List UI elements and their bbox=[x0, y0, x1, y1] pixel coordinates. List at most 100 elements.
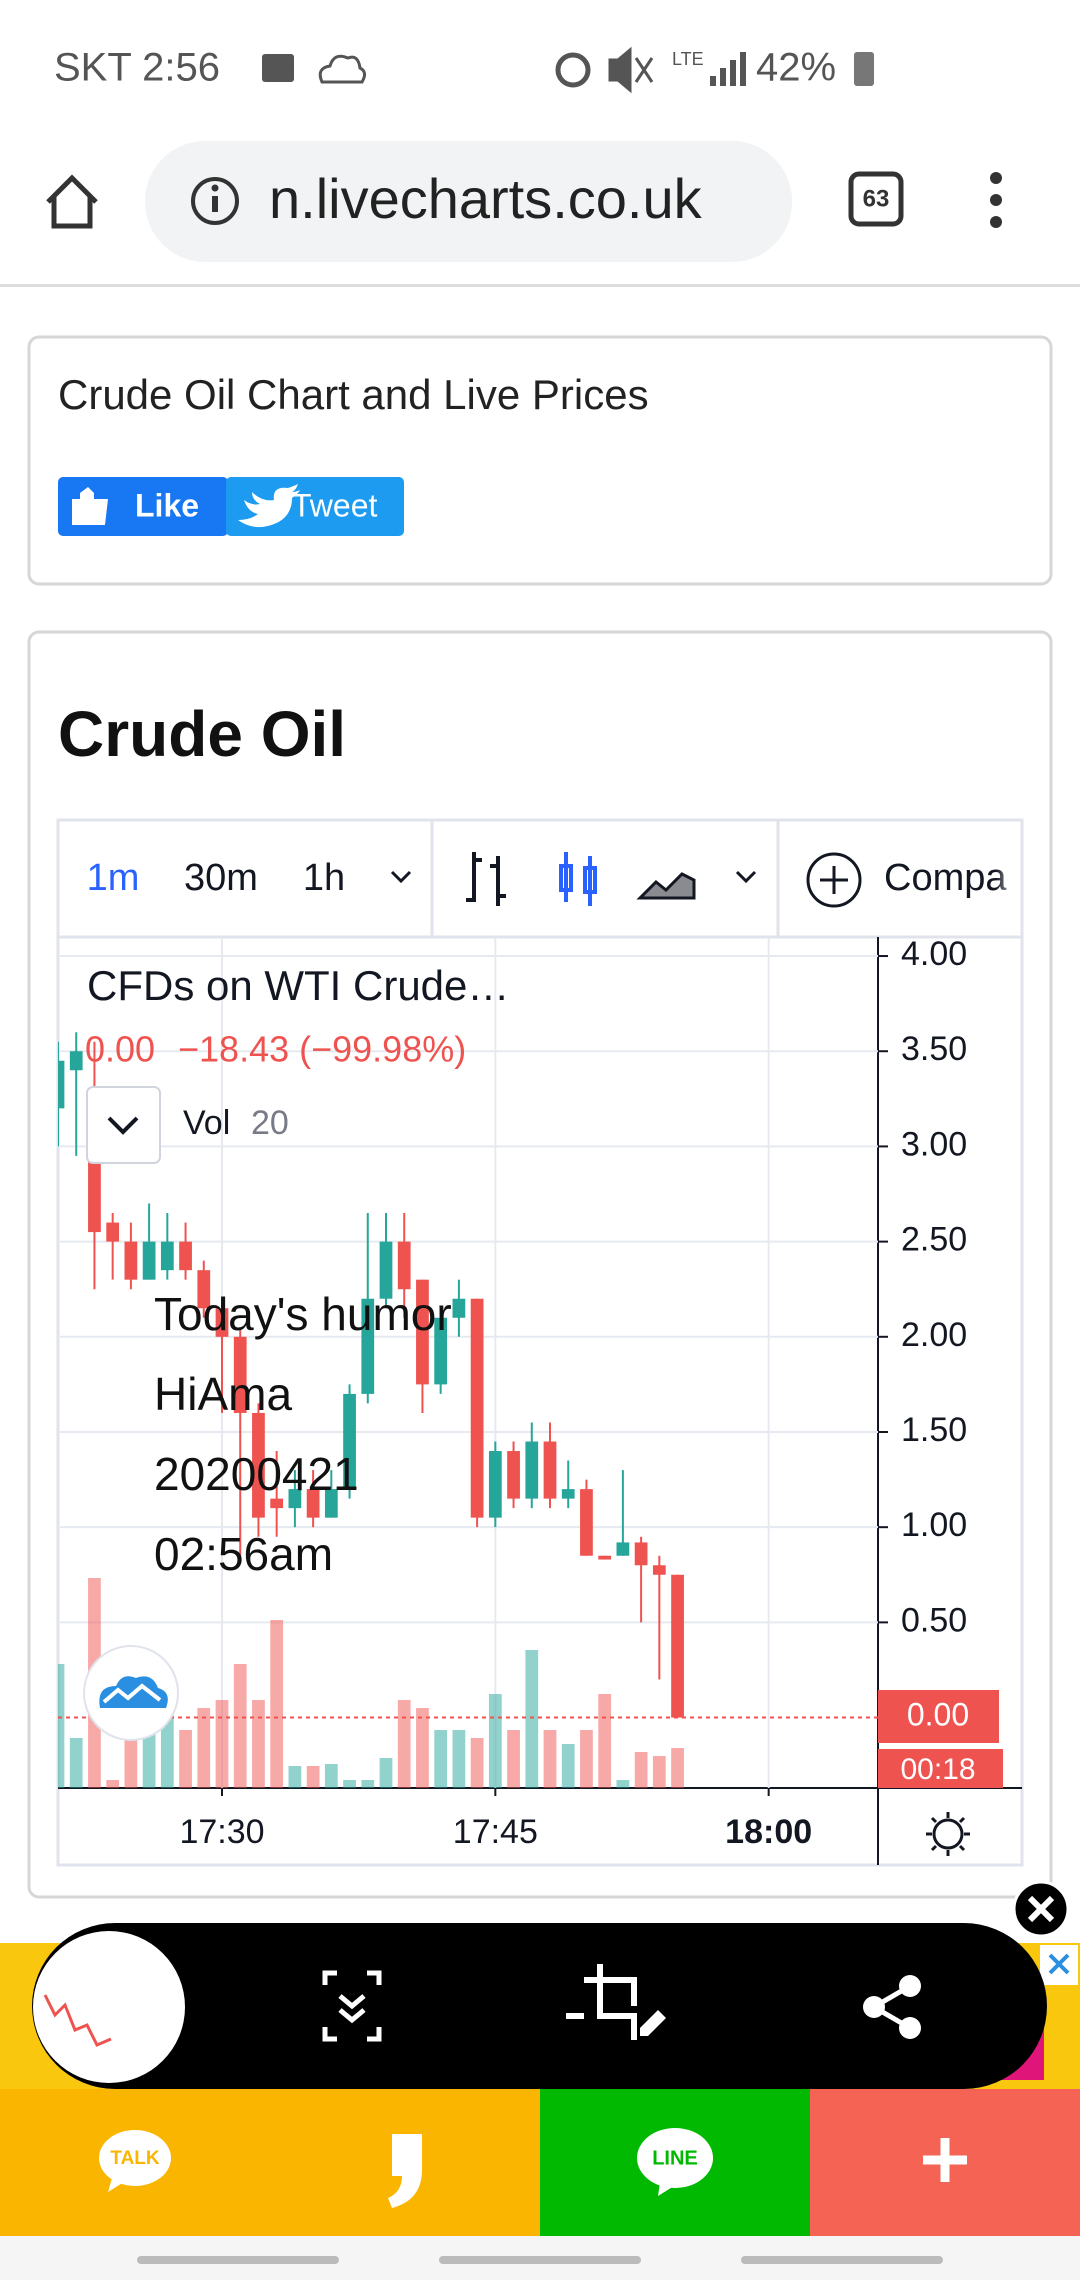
x-tick-label: 18:00 bbox=[725, 1813, 812, 1851]
volume-bar bbox=[179, 1730, 192, 1788]
chart-widget bbox=[56, 818, 1024, 1867]
interval-button[interactable]: 1h bbox=[303, 857, 345, 899]
home-button[interactable] bbox=[46, 174, 98, 229]
weather-icon bbox=[318, 54, 367, 84]
candle-style-button[interactable] bbox=[559, 852, 597, 906]
volume-bar bbox=[124, 1730, 138, 1788]
candle-body bbox=[616, 1542, 630, 1556]
network-type: LTE bbox=[672, 49, 704, 69]
candle-body bbox=[69, 1051, 83, 1071]
candle-body bbox=[507, 1451, 520, 1499]
gallery-icon bbox=[262, 54, 294, 82]
url-text[interactable]: n.livecharts.co.uk bbox=[269, 167, 703, 230]
url-bar[interactable] bbox=[145, 141, 792, 262]
candle-body bbox=[598, 1555, 612, 1560]
header-card: Crude Oil Chart and Live Prices Like Twe… bbox=[27, 335, 1053, 586]
y-tick-label: 3.50 bbox=[901, 1030, 967, 1068]
y-tick-label: 2.00 bbox=[901, 1316, 967, 1354]
candle-body bbox=[452, 1298, 466, 1318]
volume-bar bbox=[69, 1738, 83, 1788]
candle-body bbox=[324, 1489, 338, 1518]
candle-body bbox=[215, 1308, 229, 1337]
bars-style-button[interactable] bbox=[466, 852, 506, 906]
interval-dropdown[interactable] bbox=[390, 870, 412, 884]
volume-bar bbox=[343, 1780, 356, 1788]
countdown-text: 00:18 bbox=[900, 1753, 975, 1786]
price-badge-text: 0.00 bbox=[907, 1696, 969, 1732]
volume-bar bbox=[252, 1700, 265, 1788]
volume-bar bbox=[671, 1748, 684, 1788]
candle-body bbox=[470, 1298, 484, 1518]
volume-bar bbox=[470, 1738, 484, 1788]
candle-body bbox=[252, 1412, 265, 1518]
talk-label: TALK bbox=[110, 2148, 160, 2169]
interval-button[interactable]: 1m bbox=[87, 857, 140, 899]
volume-value: 20 bbox=[251, 1104, 289, 1142]
carrier-time: SKT 2:56 bbox=[54, 46, 220, 90]
ad-close[interactable] bbox=[1048, 1953, 1070, 1975]
candle-body bbox=[288, 1489, 302, 1509]
tabs-button[interactable] bbox=[848, 171, 904, 227]
edit-button[interactable] bbox=[566, 1964, 637, 2040]
candle-body bbox=[561, 1489, 575, 1499]
menu-button[interactable] bbox=[990, 172, 1002, 228]
volume-bar bbox=[160, 1708, 174, 1788]
volume-bar bbox=[452, 1730, 466, 1788]
axes: 0.50 1.00 1.50 2.00 2.50 3.00 3.50 4.00 17:30 17:… bbox=[179, 935, 967, 1851]
scroll-capture-button[interactable] bbox=[322, 1970, 382, 2042]
volume-bar bbox=[324, 1764, 338, 1788]
info-icon[interactable] bbox=[191, 177, 239, 225]
nav-bar bbox=[0, 2236, 1080, 2280]
volume-bar bbox=[525, 1650, 539, 1788]
volume-bar bbox=[397, 1700, 411, 1788]
candle-body bbox=[233, 1336, 247, 1413]
volume-bar bbox=[416, 1708, 429, 1788]
volume-bar bbox=[361, 1780, 375, 1788]
legend-toggle[interactable] bbox=[86, 1086, 161, 1164]
watermark-line: Today's humor bbox=[154, 1288, 452, 1340]
legend-last: 0.00 bbox=[85, 1029, 155, 1070]
share-bar: TALK LINE bbox=[0, 2089, 1080, 2236]
page-title: Crude Oil Chart and Live Prices bbox=[58, 371, 649, 418]
chart-card: Crude Oil 1m 30m 1h Compa 0.501.001.502.… bbox=[27, 630, 1053, 1899]
candle-body bbox=[488, 1451, 502, 1518]
y-tick-label: 2.50 bbox=[901, 1221, 967, 1259]
price-badge bbox=[878, 1690, 999, 1743]
tweet-label: Tweet bbox=[292, 487, 377, 523]
y-tick-label: 1.00 bbox=[901, 1506, 967, 1544]
y-tick-label: 1.50 bbox=[901, 1411, 967, 1449]
volume-bar bbox=[106, 1780, 120, 1788]
legend-change: −18.43 (−99.98%) bbox=[178, 1029, 466, 1070]
volume-bar bbox=[58, 1664, 65, 1788]
volume-bar bbox=[306, 1766, 320, 1788]
volume-bar bbox=[434, 1730, 448, 1788]
mute-icon bbox=[608, 46, 654, 94]
volume-bar bbox=[561, 1744, 575, 1788]
area-style-button[interactable] bbox=[636, 872, 696, 900]
candle-body bbox=[142, 1241, 156, 1280]
candle-body bbox=[416, 1279, 429, 1385]
alarm-icon bbox=[555, 52, 591, 88]
volume-bar bbox=[598, 1694, 612, 1788]
interval-button[interactable]: 30m bbox=[184, 857, 258, 899]
volume-bar bbox=[488, 1694, 502, 1788]
candle-body bbox=[179, 1241, 192, 1271]
legend-symbol: CFDs on WTI Crude… bbox=[87, 962, 509, 1009]
style-dropdown[interactable] bbox=[735, 870, 757, 884]
candle-body bbox=[397, 1241, 411, 1290]
settings-button[interactable] bbox=[932, 1818, 964, 1850]
candle-body bbox=[160, 1241, 174, 1271]
candle-body bbox=[58, 1060, 65, 1109]
volume-bar bbox=[379, 1758, 393, 1788]
signal-icon bbox=[710, 52, 746, 86]
compare-icon[interactable] bbox=[806, 852, 862, 908]
candle-body bbox=[525, 1441, 539, 1499]
volume-bar bbox=[580, 1730, 593, 1788]
watermark-line: 20200421 bbox=[154, 1448, 359, 1500]
battery-level: 42% bbox=[756, 46, 836, 90]
volume-bar bbox=[233, 1664, 247, 1788]
volume-bar bbox=[288, 1766, 302, 1788]
candle-body bbox=[434, 1317, 448, 1385]
